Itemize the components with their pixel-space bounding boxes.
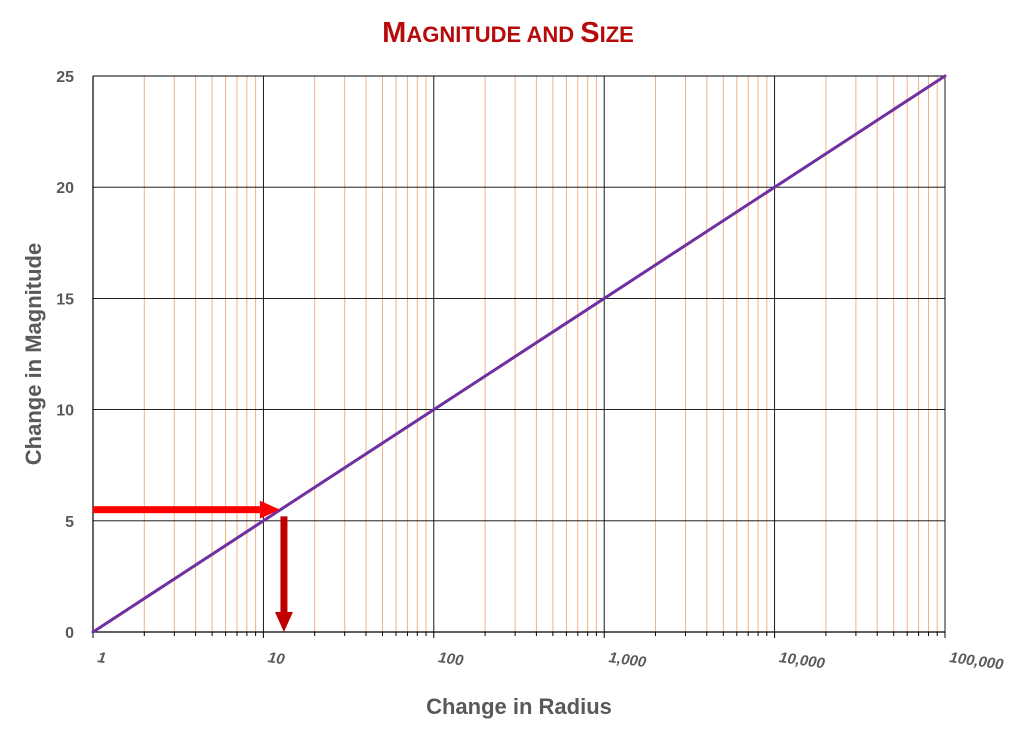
annotation-layer xyxy=(93,500,293,632)
x-tick-label: 10 xyxy=(267,649,287,668)
chart-title: MAGNITUDE AND SIZE xyxy=(382,17,634,49)
y-tick-label: 20 xyxy=(56,180,74,197)
y-axis-label: Change in Magnitude xyxy=(21,243,46,465)
minor-grid xyxy=(143,76,938,636)
arrow-head xyxy=(274,612,293,632)
title-word-rest: IZE xyxy=(600,22,634,47)
arrow-shaft xyxy=(280,516,288,612)
arrow-shaft xyxy=(93,506,260,514)
axes xyxy=(92,76,945,633)
title-word-rest: ND xyxy=(542,22,580,47)
y-tick-label: 15 xyxy=(56,291,74,308)
y-tick-label: 5 xyxy=(65,514,74,531)
title-word-rest: AGNITUDE xyxy=(406,22,526,47)
y-tick-labels: 0 5 10 15 20 25 xyxy=(56,69,74,642)
series-line xyxy=(91,74,947,634)
series-layer xyxy=(91,74,947,634)
x-tick-label: 100,000 xyxy=(948,649,1005,673)
arrow-head xyxy=(259,500,280,519)
x-tick-label: 1 xyxy=(96,649,107,667)
title-word-initial: M xyxy=(382,17,406,49)
y-tick-label: 0 xyxy=(65,625,74,642)
y-tick-label: 10 xyxy=(56,403,74,420)
arrow-annotation-right xyxy=(93,500,280,519)
x-tick-label: 1,000 xyxy=(608,649,648,671)
x-axis-label: Change in Radius xyxy=(426,694,612,719)
x-tick-label: 10,000 xyxy=(778,649,826,672)
arrow-annotation-down xyxy=(274,516,293,632)
title-word-initial: S xyxy=(580,17,599,49)
title-word-initial: A xyxy=(527,22,543,47)
x-tick-labels: 1 10 100 1,000 10,000 100,000 xyxy=(96,649,1005,673)
y-tick-label: 25 xyxy=(56,69,74,86)
x-tick-label: 100 xyxy=(437,649,465,669)
